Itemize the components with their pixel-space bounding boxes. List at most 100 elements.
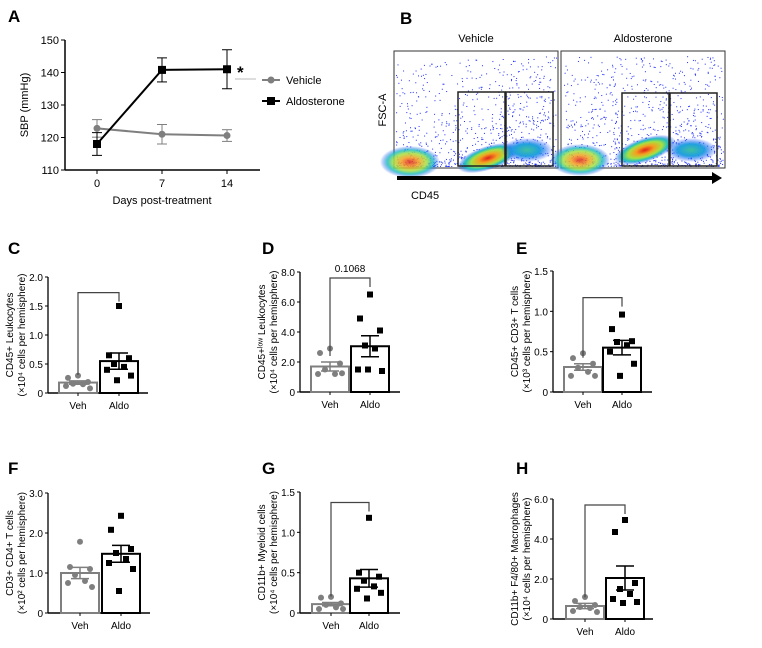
- event-dot: [594, 96, 596, 98]
- event-dot: [699, 132, 701, 134]
- event-dot: [702, 105, 704, 107]
- event-dot: [463, 121, 465, 123]
- event-dot: [568, 103, 570, 105]
- event-dot: [641, 137, 643, 139]
- event-dot: [707, 71, 709, 73]
- event-dot: [721, 70, 723, 72]
- panel-g: G 0 0.5 1.0 1.5 CD11b+ Myeloid cells (×10⁴ cel…: [257, 459, 400, 632]
- event-dot: [513, 162, 515, 164]
- event-dot: [437, 65, 439, 67]
- event-dot: [681, 123, 683, 125]
- event-dot: [438, 143, 440, 145]
- event-dot: [500, 108, 502, 110]
- event-dot: [688, 120, 690, 122]
- data-point: [126, 355, 132, 362]
- event-dot: [531, 83, 533, 85]
- event-dot: [500, 111, 502, 113]
- event-dot: [667, 93, 669, 95]
- event-dot: [694, 137, 696, 139]
- event-dot: [501, 128, 503, 130]
- event-dot: [688, 130, 690, 132]
- event-dot: [669, 63, 671, 65]
- data-point: [72, 572, 78, 578]
- event-dot: [518, 126, 520, 128]
- event-dot: [537, 66, 539, 68]
- event-dot: [524, 92, 526, 94]
- event-dot: [678, 72, 680, 74]
- event-dot: [627, 126, 629, 128]
- data-point: [632, 580, 638, 586]
- event-dot: [699, 96, 701, 98]
- event-dot: [585, 125, 587, 127]
- event-dot: [555, 139, 557, 141]
- event-dot: [535, 163, 537, 165]
- event-dot: [567, 143, 569, 145]
- event-dot: [539, 96, 541, 98]
- y-tick-label: 1.0: [29, 569, 43, 580]
- event-dot: [454, 163, 456, 165]
- event-dot: [617, 116, 619, 118]
- event-dot: [665, 64, 667, 66]
- event-dot: [672, 132, 674, 134]
- event-dot: [537, 126, 539, 128]
- event-dot: [609, 84, 611, 86]
- data-point: [592, 372, 598, 379]
- event-dot: [625, 58, 627, 60]
- event-dot: [624, 105, 626, 107]
- event-dot: [471, 127, 473, 129]
- event-dot: [705, 105, 707, 107]
- event-dot: [508, 129, 510, 131]
- event-dot: [690, 79, 692, 81]
- event-dot: [626, 77, 628, 79]
- event-dot: [449, 159, 451, 161]
- event-dot: [655, 87, 657, 89]
- event-dot: [540, 128, 542, 130]
- event-dot: [596, 74, 598, 76]
- event-dot: [401, 103, 403, 105]
- event-dot: [450, 148, 452, 150]
- event-dot: [699, 134, 701, 136]
- event-dot: [713, 65, 715, 67]
- event-dot: [466, 94, 468, 96]
- event-dot: [549, 138, 551, 140]
- event-dot: [541, 95, 543, 97]
- event-dot: [612, 64, 614, 66]
- bar-group-aldo: [605, 517, 645, 620]
- event-dot: [644, 89, 646, 91]
- event-dot: [403, 136, 405, 138]
- event-dot: [580, 116, 582, 118]
- y-tick-label: 2.0: [29, 273, 43, 284]
- event-dot: [541, 66, 543, 68]
- event-dot: [549, 102, 551, 104]
- event-dot: [629, 72, 631, 74]
- event-dot: [671, 161, 673, 163]
- panel-f: F 0 1.0 2.0 3.0 CD3+ CD4+ T cells (×10² cells …: [5, 459, 150, 632]
- event-dot: [396, 142, 398, 144]
- event-dot: [506, 141, 508, 143]
- event-dot: [544, 101, 546, 103]
- event-dot: [694, 119, 696, 121]
- event-dot: [543, 75, 545, 77]
- event-dot: [571, 74, 573, 76]
- event-dot: [710, 164, 712, 166]
- event-dot: [627, 84, 629, 86]
- event-dot: [616, 101, 618, 103]
- event-dot: [601, 101, 603, 103]
- event-dot: [667, 126, 669, 128]
- event-dot: [677, 95, 679, 97]
- event-dot: [619, 58, 621, 60]
- event-dot: [687, 122, 689, 124]
- event-dot: [506, 96, 508, 98]
- event-dot: [581, 126, 583, 128]
- event-dot: [592, 137, 594, 139]
- data-point: [614, 338, 620, 345]
- event-dot: [598, 126, 600, 128]
- event-dot: [681, 91, 683, 93]
- event-dot: [521, 131, 523, 133]
- event-dot: [431, 140, 433, 142]
- event-dot: [481, 144, 483, 146]
- event-dot: [708, 112, 710, 114]
- event-dot: [672, 87, 674, 89]
- event-dot: [593, 81, 595, 83]
- event-dot: [481, 137, 483, 139]
